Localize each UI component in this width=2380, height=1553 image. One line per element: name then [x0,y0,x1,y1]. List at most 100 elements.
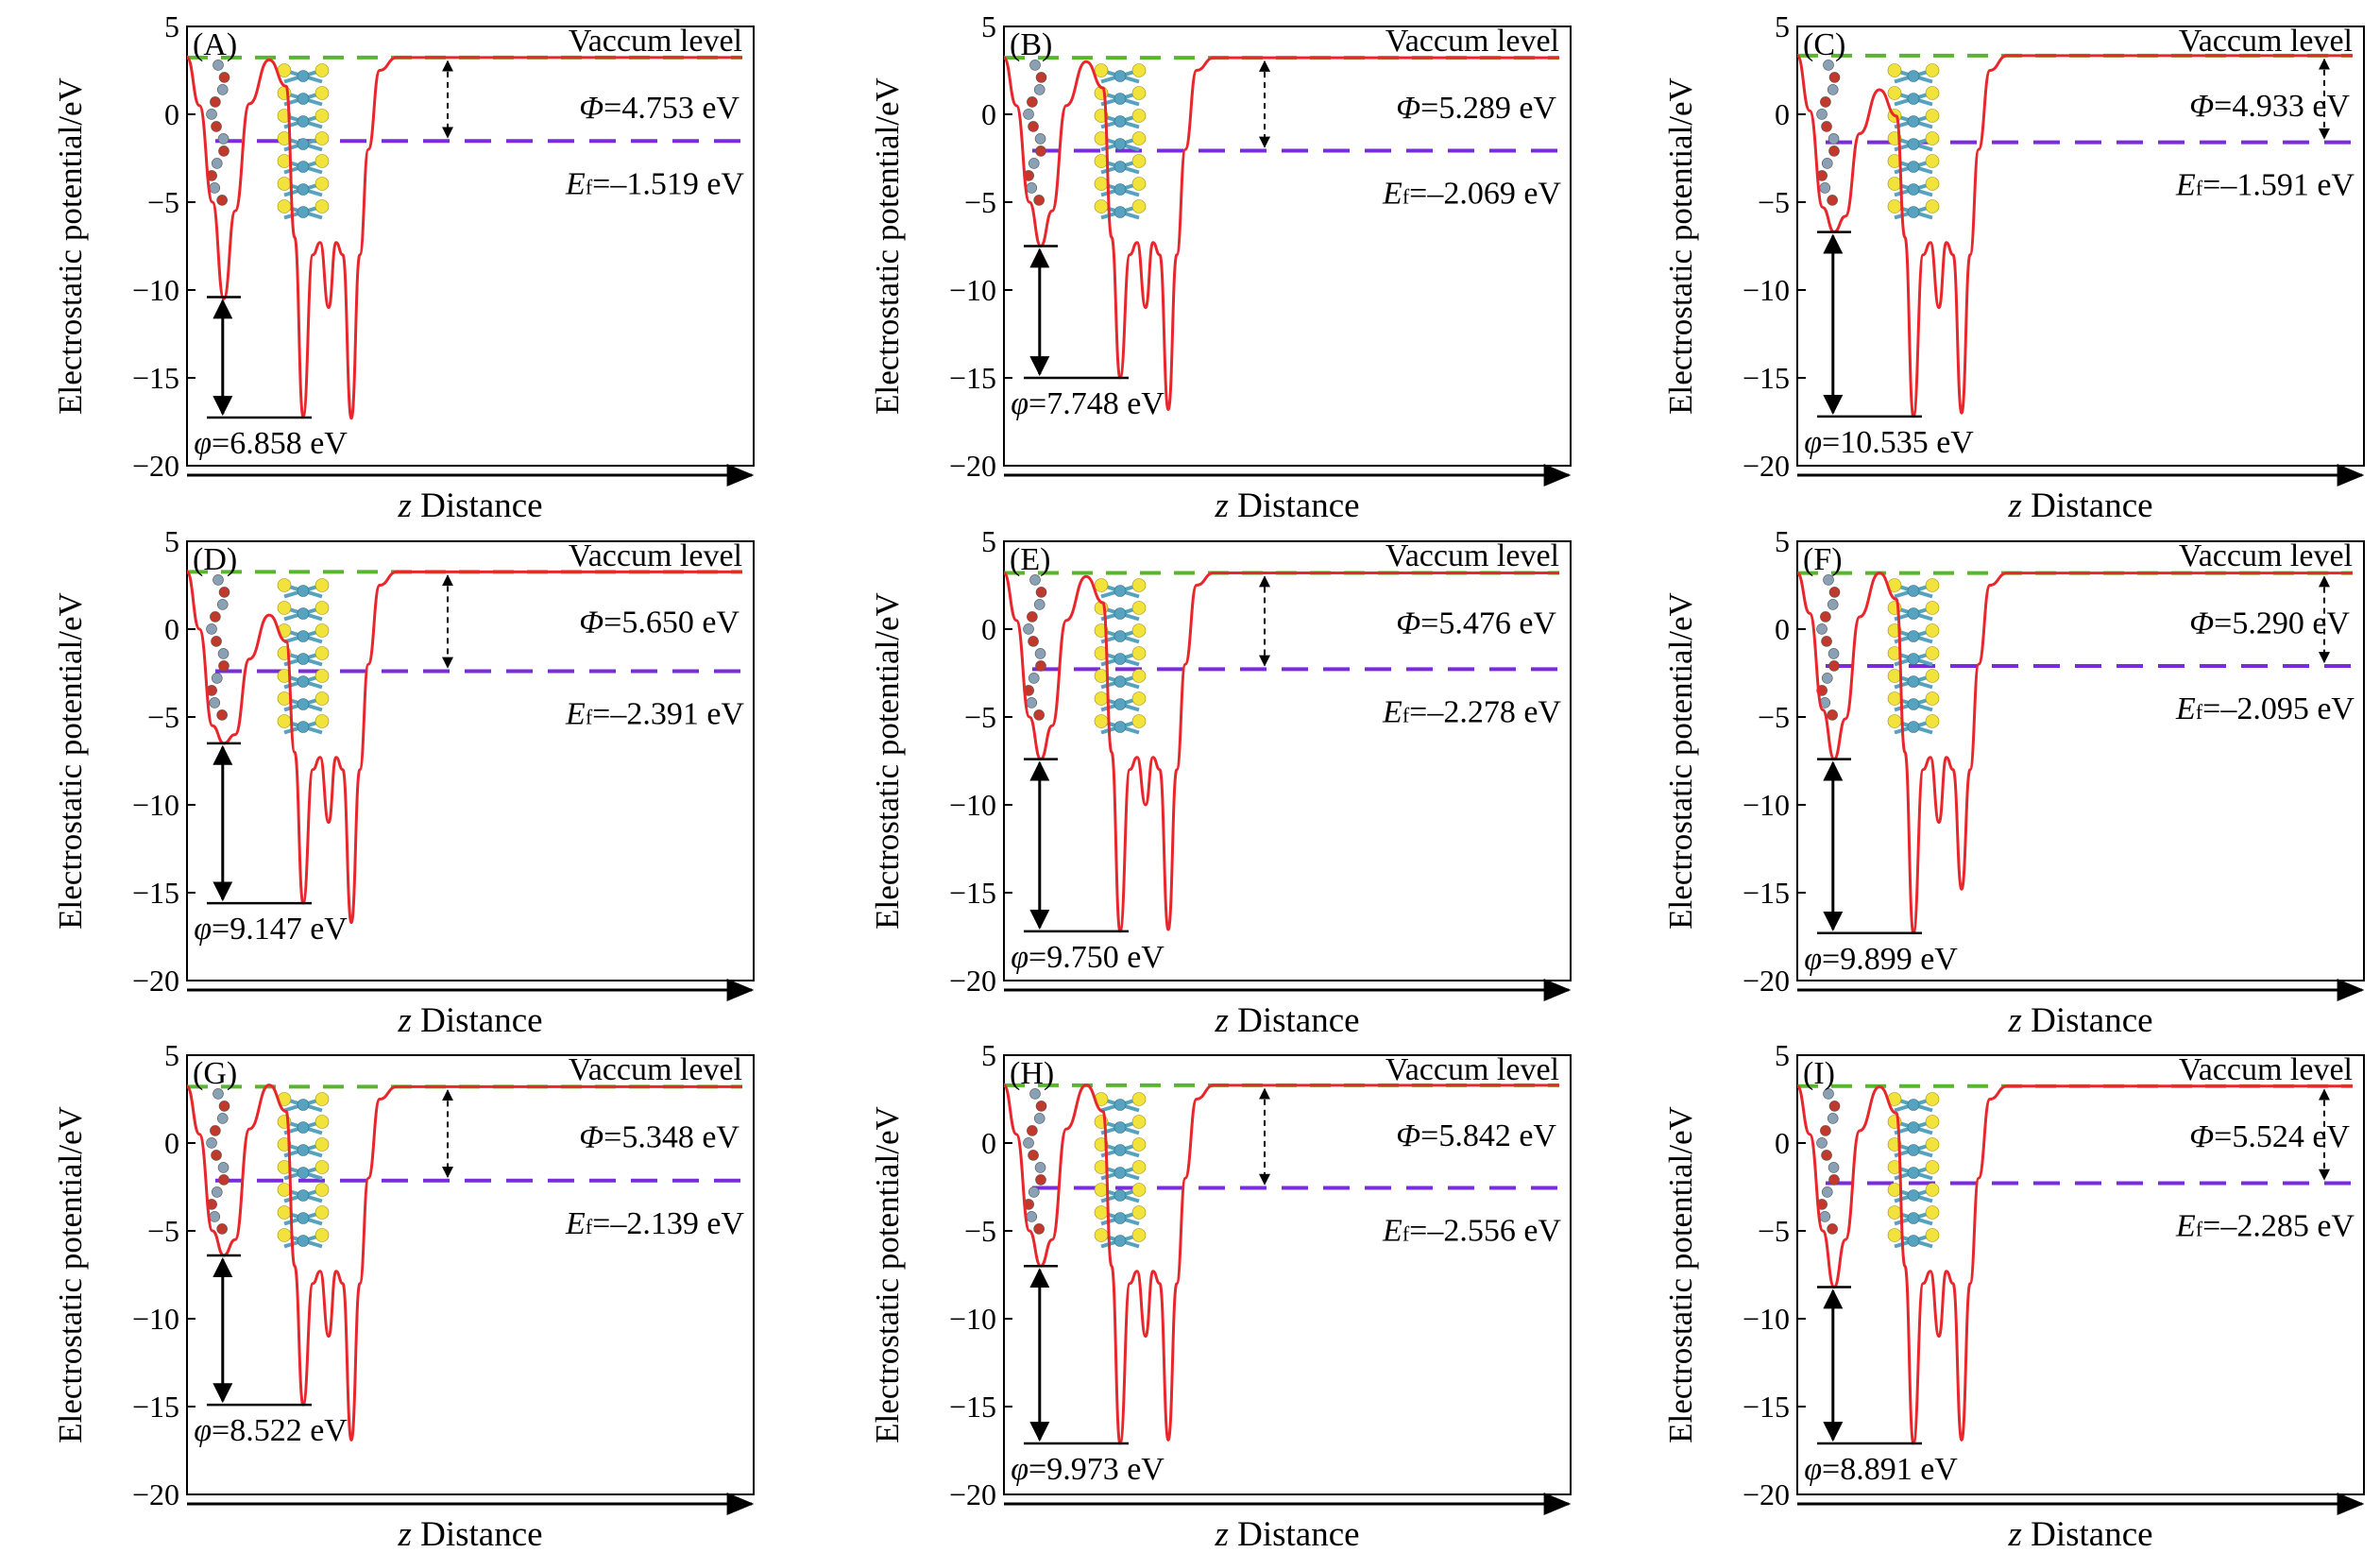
wf-symbol: φ [1804,942,1822,977]
ef-unit: eV [1516,176,1562,211]
y-tick-label: 5 [1775,1038,1790,1072]
y-tick-label: 5 [164,1038,179,1072]
molecule-atom [1828,587,1841,598]
wf-value-label: φ=8.522 eV [194,1413,348,1448]
molecule-atom [1027,96,1038,108]
molecule-chain [1816,574,1841,721]
y-tick-label: −5 [1758,185,1790,219]
sulfur-atom [314,154,330,168]
sulfur-atom [277,1205,292,1220]
ef-symbol: E [2175,1209,2196,1244]
sulfur-atom [1131,86,1147,100]
y-tick-label: −20 [949,964,996,998]
sulfur-atom [1094,578,1109,592]
chart-panel: 5 0 −5 −10 −15 −20 Electrostatic potential/eV z… [869,9,1572,525]
metal-atom [297,1144,310,1156]
y-tick-label: −15 [1742,361,1790,395]
y-tick-label: 0 [981,612,996,646]
potential-curve [1002,572,1559,933]
y-tick-label: −5 [964,1214,996,1248]
y-tick-label: −20 [1742,1477,1790,1511]
sulfur-atom [1925,63,1940,77]
molecule-atom [1033,195,1045,206]
metal-atom [297,70,310,82]
molecule-atom [1034,133,1046,145]
sulfur-atom [1131,1160,1147,1174]
phi-value-label: Φ=5.289 eV [1396,91,1556,126]
molecule-atom [1828,648,1840,659]
chart-panel: 5 0 −5 −10 −15 −20 Electrostatic potential/eV z… [1662,524,2365,1040]
metal-atom [1114,675,1127,688]
molecule-atom [1823,60,1834,71]
molecule-atom [218,1174,230,1186]
ef-value-label: Ef=–1.519 eV [565,166,744,201]
sulfur-atom [314,691,330,706]
molecule-atom [1028,1186,1040,1198]
metal-atom [1907,675,1920,688]
metal-atom [297,721,310,733]
metal-atom [1114,1189,1127,1202]
metal-atom [1907,721,1920,733]
y-tick-label: −20 [132,1477,179,1511]
ef-value-label: Ef=–2.391 eV [565,696,744,731]
ef-unit: eV [2309,168,2355,203]
phi-symbol: Φ [579,91,604,126]
phi-symbol: Φ [579,1119,604,1154]
molecule-atom [1827,709,1838,721]
metal-atom [1907,1235,1920,1247]
y-tick-label: −20 [1742,964,1790,998]
sulfur-atom [1925,177,1940,191]
ef-value: –2.095 [2219,691,2309,726]
ef-subscript: f [2196,700,2203,724]
y-axis-label: Electrostatic potential/eV [52,77,89,415]
chart-panel: 5 0 −5 −10 −15 −20 Electrostatic potential/eV z… [869,1038,1572,1553]
metal-atom [1114,183,1127,196]
molecule-atom [1821,158,1833,169]
sulfur-atom [1925,1092,1940,1106]
x-axis-label-text: Distance [412,486,543,525]
molecule-atom [1823,1088,1834,1100]
x-axis-label-text: Distance [2022,1515,2153,1553]
x-axis-label-z: z [1214,1001,1228,1040]
x-axis-label-z: z [397,486,411,525]
y-axis-label: Electrostatic potential/eV [1662,77,1699,415]
molecule-atom [1033,84,1046,95]
wf-unit: eV [1912,942,1959,977]
panel-label: (E) [1010,542,1050,577]
phi-value: 5.842 [1438,1118,1511,1153]
molecule-atom [1827,599,1839,610]
wf-symbol: φ [1804,1452,1822,1487]
molecule-atom [210,611,221,623]
metal-atom [1907,607,1920,620]
metal-atom [1907,1212,1920,1224]
y-tick-label: 5 [981,524,996,558]
metal-atom [297,698,310,710]
metal-atom [297,1235,310,1247]
molecule-atom [206,109,217,120]
vacuum-level-label: Vaccum level [569,1052,742,1087]
sulfur-atom [1131,691,1147,706]
ef-unit: eV [1516,694,1562,729]
ef-subscript: f [586,705,593,728]
x-axis-label: z Distance [397,1515,542,1553]
metal-atom [1907,183,1920,196]
sulfur-atom [1887,63,1902,77]
y-tick-label: −20 [949,449,996,483]
y-tick-label: −10 [132,273,179,307]
molecule-atom [1821,121,1832,132]
y-tick-label: 0 [164,612,179,646]
metal-atom [1114,115,1127,128]
metal-atom [297,1121,310,1134]
metal-atom [1114,70,1127,82]
panel-label: (A) [193,27,237,62]
x-axis-label: z Distance [2007,1515,2152,1553]
x-axis-label-text: Distance [412,1001,543,1040]
phi-value-label: Φ=4.753 eV [579,91,740,126]
sulfur-atom [1925,131,1940,145]
sulfur-atom [314,1115,330,1129]
sulfur-atom [1131,177,1147,191]
molecule-atom [1816,1137,1828,1149]
sulfur-atom [277,714,292,728]
metal-atom [1114,1167,1127,1179]
ef-subscript: f [2196,1218,2203,1241]
